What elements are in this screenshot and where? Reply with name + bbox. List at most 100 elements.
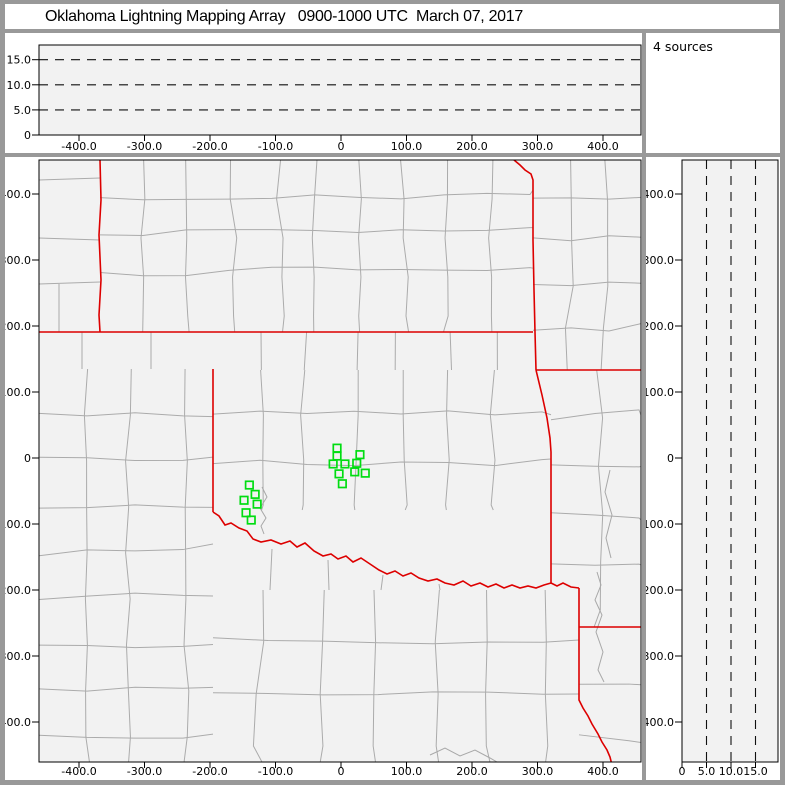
county-line bbox=[593, 369, 604, 628]
north-south-tick-label: -400.0 bbox=[646, 716, 674, 729]
station-marker bbox=[350, 467, 360, 477]
county-line bbox=[252, 589, 265, 762]
plan-view-map-plot[interactable]: 400.0 300.0 200.0 100.0 0 -100.0 -200.0 -300.0 -… bbox=[5, 157, 642, 780]
station-marker bbox=[334, 469, 344, 479]
county-line bbox=[39, 456, 214, 462]
county-line bbox=[319, 589, 325, 762]
county-line bbox=[99, 266, 534, 277]
county-line bbox=[39, 412, 214, 418]
north-south-tick-label: 400.0 bbox=[5, 188, 31, 201]
county-line bbox=[99, 189, 534, 201]
east-west-tick-label: -200.0 bbox=[192, 140, 227, 153]
county-line bbox=[532, 235, 641, 242]
county-line bbox=[39, 686, 214, 692]
county-line bbox=[489, 369, 496, 511]
county-line bbox=[372, 589, 377, 762]
county-line bbox=[39, 281, 101, 285]
source-count-panel: 4 sources bbox=[646, 33, 780, 153]
county-line bbox=[276, 160, 285, 333]
county-line bbox=[212, 410, 552, 416]
east-west-tick-label: 300.0 bbox=[522, 765, 554, 778]
north-south-tick-label: -100.0 bbox=[646, 518, 674, 531]
county-line bbox=[269, 548, 273, 591]
north-south-tick-label: -200.0 bbox=[646, 584, 674, 597]
state-border-texas-arkansas-louisiana bbox=[578, 588, 613, 762]
county-line bbox=[300, 369, 306, 511]
county-line bbox=[39, 504, 214, 509]
county-line bbox=[600, 160, 609, 371]
county-line bbox=[229, 160, 238, 333]
county-line bbox=[39, 592, 214, 601]
station-marker bbox=[328, 459, 338, 469]
north-south-tick-label: 300.0 bbox=[5, 254, 31, 267]
station-marker bbox=[250, 489, 260, 499]
north-south-tick-label: -400.0 bbox=[5, 716, 31, 729]
county-line bbox=[212, 637, 580, 645]
state-border-oklahoma-arkansas bbox=[535, 369, 552, 583]
state-border-red-river-to-texas-arkansas-corner bbox=[550, 582, 580, 589]
east-west-tick-label: -300.0 bbox=[127, 140, 162, 153]
title-bar: Oklahoma Lightning Mapping Array 0900-10… bbox=[5, 4, 779, 29]
altitude-tick-label: 0 bbox=[24, 129, 31, 142]
altitude-tick-label: 5.0 bbox=[14, 104, 32, 117]
alt-ew-plot-area[interactable] bbox=[39, 45, 641, 135]
altitude-east-west-plot[interactable]: 0 5.0 10.0 15.0 -400.0 -300.0 -200.0 -100.0 0 100… bbox=[5, 33, 642, 153]
county-line bbox=[125, 368, 132, 762]
altitude-tick-label: 15.0 bbox=[7, 54, 32, 67]
east-west-tick-label: 200.0 bbox=[456, 140, 488, 153]
county-line bbox=[39, 543, 214, 557]
county-line bbox=[532, 196, 641, 200]
altitude-east-west-panel: 0 5.0 10.0 15.0 -400.0 -300.0 -200.0 -100.0 0 100… bbox=[5, 33, 642, 153]
county-line bbox=[550, 464, 641, 468]
state-border-colorado-kansas bbox=[98, 160, 102, 333]
east-west-tick-label: 0 bbox=[338, 765, 345, 778]
east-west-tick-label: 0 bbox=[338, 140, 345, 153]
north-south-tick-label: 100.0 bbox=[646, 386, 674, 399]
county-line bbox=[183, 368, 190, 762]
plot-frame bbox=[38, 159, 642, 763]
county-line bbox=[442, 160, 449, 333]
river-washita-river bbox=[259, 486, 268, 535]
river-texas-bottom-river bbox=[429, 747, 498, 762]
county-line bbox=[260, 369, 264, 511]
county-line bbox=[532, 323, 641, 332]
east-west-tick-label: -100.0 bbox=[258, 765, 293, 778]
north-south-tick-label: -300.0 bbox=[5, 650, 31, 663]
east-west-tick-label: -400.0 bbox=[61, 140, 96, 153]
east-west-tick-label: 100.0 bbox=[391, 765, 423, 778]
county-line bbox=[39, 733, 214, 739]
county-line bbox=[550, 563, 641, 566]
north-south-tick-label: 100.0 bbox=[5, 386, 31, 399]
station-marker bbox=[340, 459, 350, 469]
county-line bbox=[184, 160, 190, 333]
river-little-river-arkansas bbox=[594, 571, 605, 683]
altitude-north-south-plot[interactable]: 400.0 300.0 200.0 100.0 0 -100.0 -200.0 -300.0 -… bbox=[646, 157, 780, 780]
north-south-tick-label: 200.0 bbox=[646, 320, 674, 333]
county-line bbox=[39, 237, 101, 241]
county-line bbox=[564, 160, 574, 371]
county-line bbox=[445, 369, 450, 511]
east-west-tick-label: -200.0 bbox=[192, 765, 227, 778]
station-marker bbox=[252, 499, 262, 509]
county-line bbox=[212, 691, 580, 696]
station-marker bbox=[239, 495, 249, 505]
county-line bbox=[303, 331, 308, 371]
county-line bbox=[39, 644, 214, 649]
altitude-tick-label: 5.0 bbox=[698, 765, 716, 778]
county-line bbox=[550, 512, 641, 521]
alt-ns-plot-area[interactable] bbox=[682, 160, 778, 762]
east-west-tick-label: -300.0 bbox=[127, 765, 162, 778]
north-south-tick-label: 0 bbox=[24, 452, 31, 465]
river-arkansas-river-branch bbox=[604, 469, 613, 559]
north-south-tick-label: 400.0 bbox=[646, 188, 674, 201]
east-west-tick-label: 400.0 bbox=[587, 140, 619, 153]
county-line bbox=[438, 583, 441, 591]
east-west-tick-label: 300.0 bbox=[522, 140, 554, 153]
east-west-tick-label: 200.0 bbox=[456, 765, 488, 778]
altitude-tick-label: 15.0 bbox=[743, 765, 768, 778]
altitude-tick-label: 0 bbox=[679, 765, 686, 778]
north-south-tick-label: -300.0 bbox=[646, 650, 674, 663]
altitude-north-south-panel: 400.0 300.0 200.0 100.0 0 -100.0 -200.0 -300.0 -… bbox=[646, 157, 780, 780]
county-line bbox=[578, 734, 641, 744]
station-marker bbox=[355, 450, 365, 460]
